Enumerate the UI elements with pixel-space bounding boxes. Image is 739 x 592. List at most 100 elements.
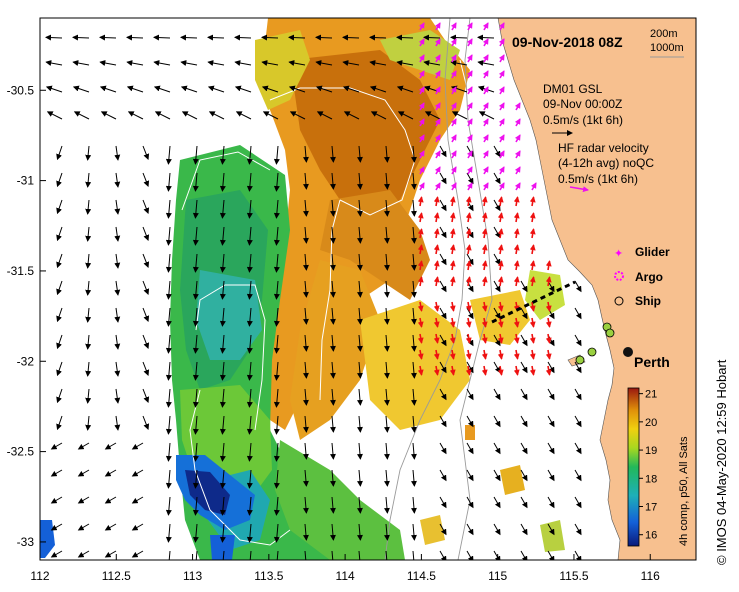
model-arrow [410, 172, 417, 190]
model-arrow [127, 111, 144, 120]
radar-arrow [482, 70, 489, 79]
model-arrow [383, 172, 390, 190]
radar-arrow [482, 134, 489, 143]
radar-arrow [450, 70, 457, 79]
model-arrow [329, 523, 336, 541]
model-arrow [547, 523, 555, 536]
model-arrow [383, 523, 390, 541]
station-time: 09-Nov 00:00Z [543, 97, 622, 111]
radar-arrow [497, 228, 504, 239]
model-arrow [288, 34, 306, 41]
x-tick-label: 114 [336, 569, 355, 583]
radar-arrow [418, 134, 425, 143]
model-arrow [56, 226, 63, 242]
model-arrow [520, 496, 528, 509]
radar-arrow [417, 196, 424, 207]
model-arrow [85, 226, 92, 242]
radar-arrow [481, 196, 488, 207]
model-arrow [383, 145, 390, 163]
colorbar-label: 4h comp, p50, All Sats [678, 436, 690, 546]
model-arrow [273, 415, 280, 435]
model-arrow [410, 415, 417, 433]
radar-arrow [465, 244, 472, 255]
radar-arrow [545, 365, 552, 376]
model-arrow [131, 496, 144, 504]
radar-arrow [482, 22, 489, 31]
model-arrow [329, 307, 336, 325]
radar-arrow [449, 276, 456, 287]
radar-arrow [545, 349, 552, 360]
radar-arrow [466, 54, 473, 63]
colorbar-ticks: 21 20 19 18 17 16 [639, 389, 657, 542]
model-arrow [219, 307, 226, 327]
radar-arrow [513, 365, 520, 376]
model-arrow [410, 496, 417, 514]
model-arrow [114, 199, 121, 215]
radar-arrow [513, 228, 520, 239]
model-arrow [50, 550, 63, 558]
y-axis: -30.5 -31 -31.5 -32 -32.5 -33 [7, 83, 46, 549]
radar-arrow [513, 276, 520, 287]
radar-arrow [514, 150, 521, 159]
model-arrow [273, 469, 280, 489]
colorbar-tick-label: 19 [645, 445, 657, 457]
model-arrow [329, 496, 336, 514]
model-arrow [383, 388, 390, 406]
model-arrow [356, 442, 363, 460]
radar-arrow [513, 349, 520, 360]
model-arrow [246, 361, 253, 381]
model-arrow [142, 145, 150, 160]
model-arrow [56, 199, 63, 215]
model-arrow [423, 60, 441, 66]
model-arrow [315, 85, 333, 93]
radar-arrow [449, 349, 456, 360]
model-arrow [356, 469, 363, 487]
radar-arrow [465, 301, 472, 312]
model-arrow [142, 388, 150, 403]
model-arrow [131, 469, 144, 477]
model-arrow [574, 388, 582, 401]
model-arrow [396, 85, 414, 93]
model-arrow [302, 361, 309, 379]
model-arrow [383, 226, 390, 244]
model-arrow [165, 253, 172, 273]
model-arrow [219, 334, 226, 354]
model-arrow [302, 145, 309, 163]
model-arrow [493, 280, 501, 293]
model-arrow [126, 85, 144, 93]
model-arrow [165, 199, 172, 219]
model-arrow [208, 111, 225, 120]
model-arrow [385, 550, 388, 560]
radar-arrow [449, 196, 456, 207]
model-arrow [192, 280, 199, 300]
model-arrow [410, 388, 417, 406]
radar-arrow [449, 228, 456, 239]
model-arrow [273, 307, 280, 327]
radar-arrow [498, 22, 505, 31]
model-arrow [493, 172, 501, 185]
model-arrow [219, 523, 226, 543]
model-arrow [219, 172, 226, 192]
model-arrow [142, 226, 150, 241]
model-arrow [356, 172, 363, 190]
model-arrow [356, 226, 363, 244]
model-arrow [574, 307, 582, 320]
model-arrow [329, 172, 336, 190]
radar-arrow [481, 260, 488, 271]
radar-arrow [417, 212, 424, 223]
model-arrow [302, 496, 309, 514]
model-arrow [50, 442, 63, 450]
model-arrow [273, 361, 280, 381]
model-arrow [126, 60, 144, 66]
model-arrow [329, 442, 336, 460]
model-arrow [383, 415, 390, 433]
model-arrow [342, 85, 360, 93]
model-arrow [100, 111, 117, 120]
radar-arrow [466, 86, 473, 95]
radar-arrow [482, 86, 489, 95]
model-arrow [574, 415, 582, 428]
radar-arrow [513, 244, 520, 255]
model-arrow [114, 361, 121, 377]
model-arrow [520, 388, 528, 401]
radar-arrow [481, 244, 488, 255]
